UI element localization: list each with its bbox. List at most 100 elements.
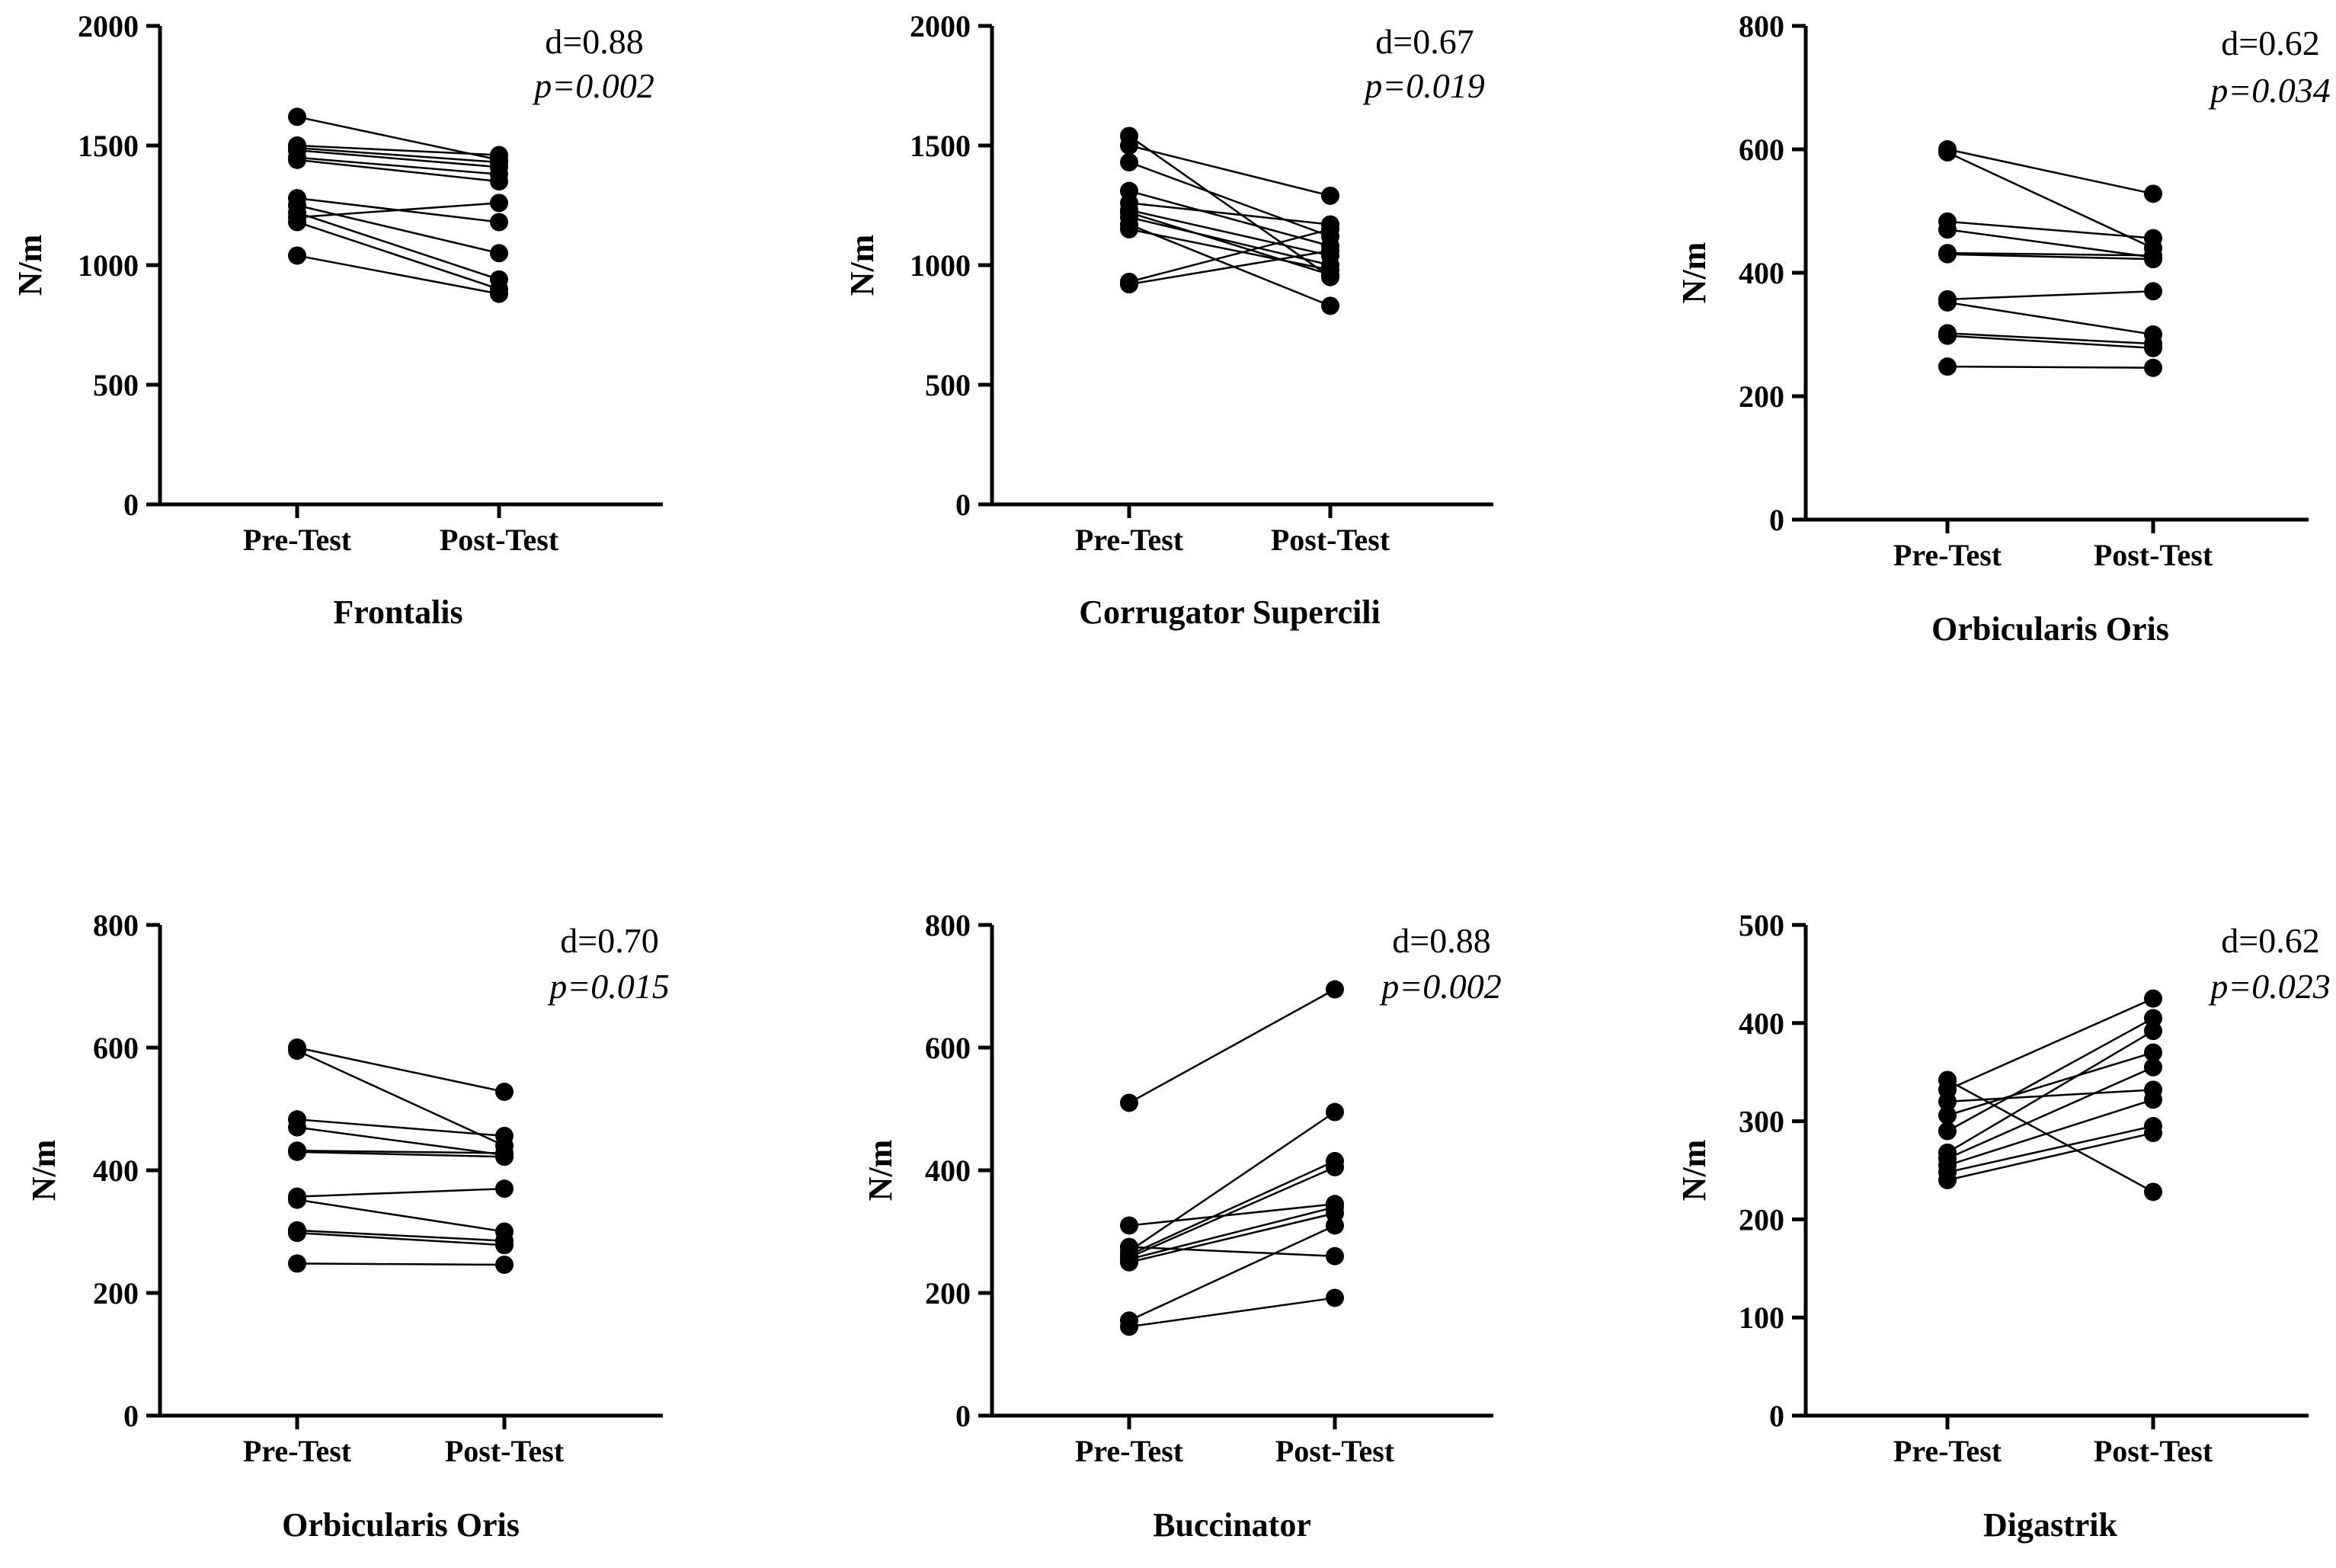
y-tick-label: 100 [1739, 1301, 1784, 1335]
y-tick-label: 1000 [910, 248, 971, 283]
paired-line [1128, 144, 1331, 197]
paired-line [1947, 1051, 2154, 1117]
post-test-point [2144, 1182, 2162, 1202]
post-test-point [490, 244, 508, 263]
paired-line [1128, 1206, 1336, 1260]
paired-line [1128, 223, 1331, 307]
x-tick-label: Pre-Test [1893, 1434, 2002, 1468]
y-axis-title: N/m [862, 1140, 899, 1202]
pre-test-point [1120, 203, 1138, 222]
post-test-point [495, 1147, 514, 1166]
post-test-point [2144, 338, 2162, 357]
paired-line [1947, 1079, 2154, 1193]
post-test-point [1326, 1102, 1344, 1122]
paired-line [296, 1187, 505, 1198]
pre-test-point [1938, 220, 1957, 239]
post-test-point [2144, 1090, 2162, 1109]
paired-line [1947, 365, 2154, 369]
x-tick-label: Pre-Test [243, 523, 352, 557]
paired-line [1128, 228, 1331, 283]
paired-line [296, 146, 500, 164]
pre-test-point [288, 1142, 306, 1161]
paired-line [1128, 1212, 1336, 1263]
paired-line [1947, 253, 2154, 261]
paired-line [296, 144, 500, 156]
paired-line [1128, 202, 1331, 226]
x-tick-label: Post-Test [445, 1434, 565, 1468]
paired-line [1947, 1030, 2154, 1154]
paired-line [296, 1262, 505, 1266]
y-tick-label: 500 [925, 368, 971, 402]
paired-line [296, 156, 500, 175]
post-test-point [2144, 1022, 2162, 1041]
x-tick-label: Post-Test [2094, 538, 2213, 572]
post-test-point [1321, 242, 1339, 261]
y-tick-label: 800 [925, 908, 971, 942]
paired-line [1128, 1246, 1336, 1257]
chart-panel-3: 0 200 400 600 800 Pre-Test Post-Test N/m Orbicul… [1675, 9, 2331, 648]
y-tick-label: 0 [123, 488, 139, 522]
post-test-point [1326, 980, 1344, 999]
x-tick-label: Pre-Test [1075, 523, 1184, 557]
effect-size-label: d=0.62 [2221, 24, 2319, 62]
y-axis-title: N/m [11, 235, 49, 296]
pre-test-point [1120, 1317, 1138, 1336]
p-value-label: p=0.002 [1379, 967, 1502, 1006]
paired-line [296, 1046, 505, 1093]
post-test-point [1321, 219, 1339, 238]
chart-title: Orbicularis Oris [1931, 610, 2169, 648]
pre-test-point [1120, 1093, 1138, 1112]
pre-test-point [288, 246, 306, 265]
y-tick-label: 0 [955, 488, 971, 522]
effect-size-label: d=0.88 [545, 22, 643, 61]
paired-line [296, 158, 500, 183]
post-test-point [2144, 184, 2162, 203]
chart-title: Digastrik [1983, 1506, 2118, 1544]
y-tick-label: 0 [123, 1399, 139, 1433]
paired-line [1128, 1160, 1336, 1256]
paired-line [1947, 997, 2154, 1091]
chart-panel-1: 0 500 1000 1500 2000 Pre-Test Post-Test N/m Fron… [11, 9, 663, 631]
post-test-point [1321, 296, 1339, 315]
pre-test-point [288, 150, 306, 169]
post-test-point [2144, 229, 2162, 248]
y-tick-label: 400 [925, 1154, 971, 1188]
paired-line [1947, 334, 2154, 350]
x-tick-label: Pre-Test [1893, 538, 2002, 572]
pre-test-point [288, 1224, 306, 1243]
pre-test-point [288, 1190, 306, 1209]
chart-panel-2: 0 500 1000 1500 2000 Pre-Test Post-Test N/m Corr… [843, 9, 1493, 631]
y-axis-title: N/m [1675, 242, 1713, 304]
post-test-point [2144, 1043, 2162, 1062]
pre-test-point [288, 213, 306, 232]
paired-line [296, 211, 500, 281]
y-tick-label: 200 [93, 1276, 139, 1310]
paired-line [296, 1149, 505, 1154]
post-test-point [2144, 1124, 2162, 1143]
post-test-point [490, 284, 508, 303]
pre-test-point [288, 1254, 306, 1273]
pre-test-point [288, 1118, 306, 1137]
post-test-point [2144, 989, 2162, 1008]
y-axis-title: N/m [1675, 1140, 1713, 1202]
y-tick-label: 1500 [78, 129, 139, 163]
y-tick-label: 1500 [910, 129, 971, 163]
y-tick-label: 400 [1739, 256, 1784, 290]
paired-line [1947, 1066, 2154, 1160]
post-test-point [2144, 1009, 2162, 1028]
paired-line [1128, 988, 1336, 1104]
chart-title: Buccinator [1153, 1506, 1311, 1544]
pre-test-point [1938, 1170, 1957, 1189]
post-test-point [1326, 1288, 1344, 1307]
post-test-point [1326, 1246, 1344, 1266]
pre-test-point [288, 1042, 306, 1061]
paired-line [1128, 1297, 1336, 1328]
effect-size-label: d=0.62 [2221, 921, 2319, 960]
post-test-point [1321, 265, 1339, 284]
y-tick-label: 0 [1769, 1399, 1784, 1433]
y-tick-label: 800 [1739, 9, 1784, 43]
post-test-point [490, 194, 508, 213]
y-tick-label: 2000 [910, 9, 971, 43]
chart-title: Orbicularis Oris [282, 1506, 520, 1544]
